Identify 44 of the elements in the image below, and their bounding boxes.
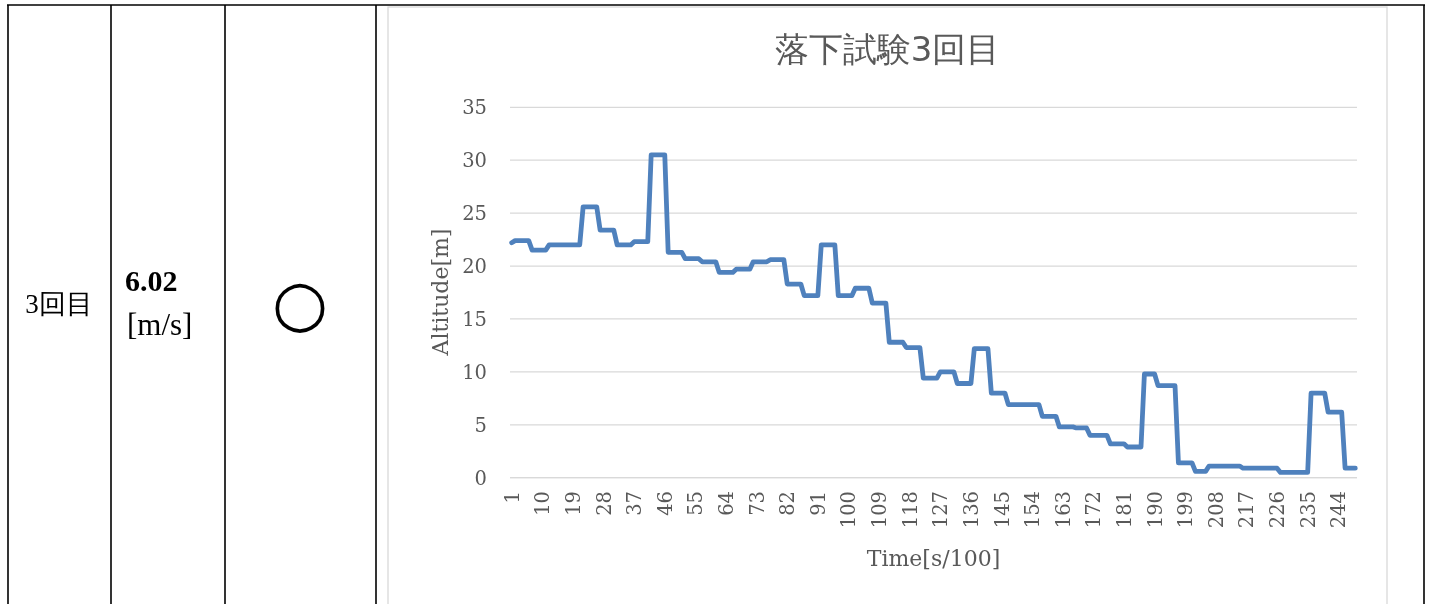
x-tick-label: 172 xyxy=(1081,491,1105,529)
y-tick-label: 30 xyxy=(462,148,487,172)
x-tick-label: 154 xyxy=(1020,491,1044,529)
text: 3回目 xyxy=(25,289,93,319)
x-tick-label: 82 xyxy=(775,491,799,516)
text: 6.02 xyxy=(125,264,178,297)
x-tick-label: 244 xyxy=(1326,491,1350,529)
text: ○ xyxy=(272,266,328,340)
x-tick-label: 46 xyxy=(653,491,677,516)
y-tick-label: 5 xyxy=(474,413,487,437)
line-series xyxy=(509,152,1358,475)
x-tick-label: 208 xyxy=(1204,491,1228,529)
x-tick-label: 145 xyxy=(990,491,1014,529)
x-tick-label: 136 xyxy=(959,491,983,529)
x-tick-label: 55 xyxy=(683,491,707,516)
x-tick-label: 217 xyxy=(1234,491,1258,529)
text: [m/s] xyxy=(127,307,193,342)
y-tick-label: 20 xyxy=(462,254,487,278)
x-tick-label: 190 xyxy=(1143,491,1167,529)
x-axis-title: Time[s/100] xyxy=(866,545,1001,571)
x-tick-label: 235 xyxy=(1296,491,1320,529)
x-tick-label: 163 xyxy=(1051,491,1075,529)
y-tick-label: 35 xyxy=(462,95,487,119)
y-tick-label: 10 xyxy=(462,360,487,384)
x-tick-label: 118 xyxy=(898,491,922,529)
x-tick-label: 64 xyxy=(714,491,738,516)
x-tick-label: 37 xyxy=(622,491,646,516)
x-tick-label: 181 xyxy=(1112,491,1136,529)
x-tick-label: 73 xyxy=(745,491,769,516)
x-tick-label: 28 xyxy=(592,491,616,516)
x-tick-label: 91 xyxy=(806,491,830,516)
y-tick-label: 25 xyxy=(462,201,487,225)
x-tick-label: 199 xyxy=(1173,491,1197,529)
x-tick-label: 127 xyxy=(928,491,952,529)
y-axis-title: Altitude[m] xyxy=(427,228,453,357)
y-tick-label: 0 xyxy=(474,466,487,490)
x-tick-label: 1 xyxy=(500,491,524,504)
x-tick-label: 10 xyxy=(530,491,554,516)
x-tick-label: 19 xyxy=(561,491,585,516)
x-tick-label: 100 xyxy=(836,491,860,529)
x-tick-label: 109 xyxy=(867,491,891,529)
x-tick-label: 226 xyxy=(1265,491,1289,529)
chart-title: 落下試験3回目 xyxy=(774,29,1001,69)
y-tick-label: 15 xyxy=(462,307,487,331)
